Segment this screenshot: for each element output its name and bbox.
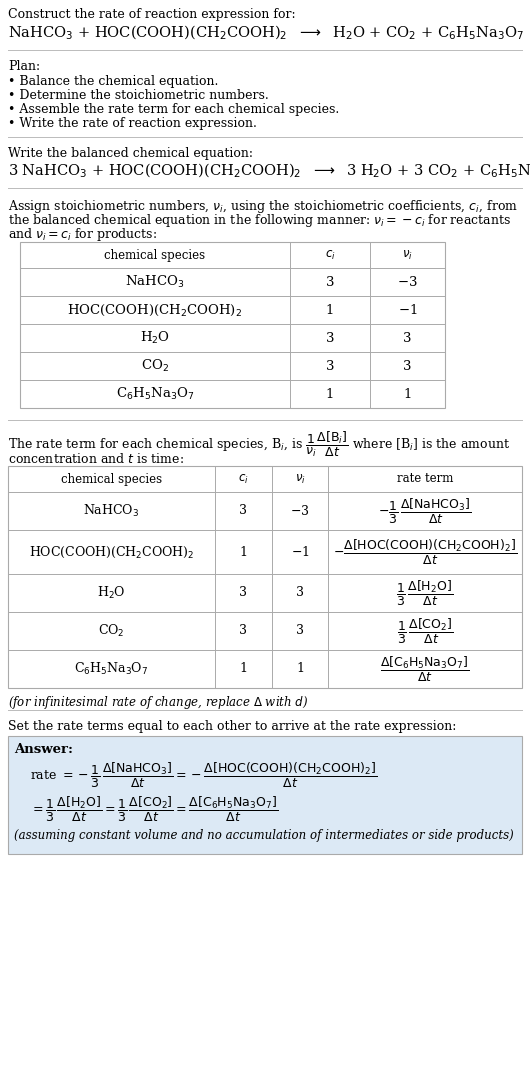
Text: 3: 3 xyxy=(403,331,412,344)
Text: $c_i$: $c_i$ xyxy=(325,249,335,262)
Text: CO$_2$: CO$_2$ xyxy=(141,358,169,374)
Bar xyxy=(8,466,522,688)
Text: H$_2$O: H$_2$O xyxy=(97,585,126,601)
Text: $\nu_i$: $\nu_i$ xyxy=(295,473,305,486)
Text: $\nu_i$: $\nu_i$ xyxy=(402,249,413,262)
Bar xyxy=(20,242,445,408)
Text: NaHCO$_3$ + HOC(COOH)(CH$_2$COOH)$_2$  $\longrightarrow$  H$_2$O + CO$_2$ + C$_6: NaHCO$_3$ + HOC(COOH)(CH$_2$COOH)$_2$ $\… xyxy=(8,24,524,43)
Text: Write the balanced chemical equation:: Write the balanced chemical equation: xyxy=(8,147,253,160)
Text: 3: 3 xyxy=(326,276,334,288)
Text: $\dfrac{\Delta[\mathrm{C_6H_5Na_3O_7}]}{\Delta t}$: $\dfrac{\Delta[\mathrm{C_6H_5Na_3O_7}]}{… xyxy=(381,655,470,684)
Text: and $\nu_i = c_i$ for products:: and $\nu_i = c_i$ for products: xyxy=(8,226,157,243)
Text: C$_6$H$_5$Na$_3$O$_7$: C$_6$H$_5$Na$_3$O$_7$ xyxy=(74,661,148,678)
Text: • Write the rate of reaction expression.: • Write the rate of reaction expression. xyxy=(8,117,257,130)
Text: 3 NaHCO$_3$ + HOC(COOH)(CH$_2$COOH)$_2$  $\longrightarrow$  3 H$_2$O + 3 CO$_2$ : 3 NaHCO$_3$ + HOC(COOH)(CH$_2$COOH)$_2$ … xyxy=(8,162,530,180)
Text: (for infinitesimal rate of change, replace $\Delta$ with $d$): (for infinitesimal rate of change, repla… xyxy=(8,694,308,711)
Text: H$_2$O: H$_2$O xyxy=(140,330,170,346)
Text: chemical species: chemical species xyxy=(61,473,162,486)
Text: 1: 1 xyxy=(326,387,334,401)
Text: 3: 3 xyxy=(296,586,304,599)
Text: the balanced chemical equation in the following manner: $\nu_i = -c_i$ for react: the balanced chemical equation in the fo… xyxy=(8,212,511,229)
Text: 3: 3 xyxy=(240,505,248,518)
Text: 1: 1 xyxy=(403,387,412,401)
Text: $-\dfrac{1}{3}\,\dfrac{\Delta[\mathrm{NaHCO_3}]}{\Delta t}$: $-\dfrac{1}{3}\,\dfrac{\Delta[\mathrm{Na… xyxy=(378,496,472,525)
Text: 3: 3 xyxy=(403,359,412,372)
Text: $-\dfrac{\Delta[\mathrm{HOC(COOH)(CH_2COOH)_2}]}{\Delta t}$: $-\dfrac{\Delta[\mathrm{HOC(COOH)(CH_2CO… xyxy=(333,537,517,566)
Text: Construct the rate of reaction expression for:: Construct the rate of reaction expressio… xyxy=(8,8,296,21)
Text: 1: 1 xyxy=(240,546,248,559)
Text: 3: 3 xyxy=(240,625,248,638)
Text: (assuming constant volume and no accumulation of intermediates or side products): (assuming constant volume and no accumul… xyxy=(14,829,514,842)
Text: $\dfrac{1}{3}\,\dfrac{\Delta[\mathrm{CO_2}]}{\Delta t}$: $\dfrac{1}{3}\,\dfrac{\Delta[\mathrm{CO_… xyxy=(397,616,453,645)
Text: HOC(COOH)(CH$_2$COOH)$_2$: HOC(COOH)(CH$_2$COOH)$_2$ xyxy=(29,545,194,560)
Text: NaHCO$_3$: NaHCO$_3$ xyxy=(83,503,139,519)
Text: Set the rate terms equal to each other to arrive at the rate expression:: Set the rate terms equal to each other t… xyxy=(8,720,456,733)
Text: $-$3: $-$3 xyxy=(397,276,418,289)
Text: $-$1: $-$1 xyxy=(290,545,310,559)
Text: NaHCO$_3$: NaHCO$_3$ xyxy=(126,274,184,291)
Text: Plan:: Plan: xyxy=(8,60,40,73)
Text: HOC(COOH)(CH$_2$COOH)$_2$: HOC(COOH)(CH$_2$COOH)$_2$ xyxy=(67,302,243,317)
Text: Answer:: Answer: xyxy=(14,743,73,756)
Text: • Determine the stoichiometric numbers.: • Determine the stoichiometric numbers. xyxy=(8,89,269,102)
Text: 3: 3 xyxy=(326,359,334,372)
Text: The rate term for each chemical species, B$_i$, is $\dfrac{1}{\nu_i}\dfrac{\Delt: The rate term for each chemical species,… xyxy=(8,430,510,459)
Text: 3: 3 xyxy=(296,625,304,638)
Text: • Assemble the rate term for each chemical species.: • Assemble the rate term for each chemic… xyxy=(8,103,339,116)
Text: rate $= -\dfrac{1}{3}\,\dfrac{\Delta[\mathrm{NaHCO_3}]}{\Delta t} = -\dfrac{\Del: rate $= -\dfrac{1}{3}\,\dfrac{\Delta[\ma… xyxy=(30,761,377,790)
Text: 3: 3 xyxy=(326,331,334,344)
Text: $\dfrac{1}{3}\,\dfrac{\Delta[\mathrm{H_2O}]}{\Delta t}$: $\dfrac{1}{3}\,\dfrac{\Delta[\mathrm{H_2… xyxy=(396,579,454,608)
Text: $= \dfrac{1}{3}\,\dfrac{\Delta[\mathrm{H_2O}]}{\Delta t} = \dfrac{1}{3}\,\dfrac{: $= \dfrac{1}{3}\,\dfrac{\Delta[\mathrm{H… xyxy=(30,795,278,824)
Text: C$_6$H$_5$Na$_3$O$_7$: C$_6$H$_5$Na$_3$O$_7$ xyxy=(116,386,194,402)
Text: $-$3: $-$3 xyxy=(290,504,310,518)
Text: $c_i$: $c_i$ xyxy=(238,473,249,486)
Text: 1: 1 xyxy=(296,662,304,675)
Text: CO$_2$: CO$_2$ xyxy=(98,623,125,639)
Text: concentration and $t$ is time:: concentration and $t$ is time: xyxy=(8,452,184,466)
Text: 1: 1 xyxy=(240,662,248,675)
Text: Assign stoichiometric numbers, $\nu_i$, using the stoichiometric coefficients, $: Assign stoichiometric numbers, $\nu_i$, … xyxy=(8,198,518,215)
Text: 3: 3 xyxy=(240,586,248,599)
Text: rate term: rate term xyxy=(397,473,453,486)
Text: chemical species: chemical species xyxy=(104,249,206,262)
FancyBboxPatch shape xyxy=(8,736,522,854)
Text: $-$1: $-$1 xyxy=(398,303,417,317)
Text: 1: 1 xyxy=(326,303,334,316)
Text: • Balance the chemical equation.: • Balance the chemical equation. xyxy=(8,75,218,88)
